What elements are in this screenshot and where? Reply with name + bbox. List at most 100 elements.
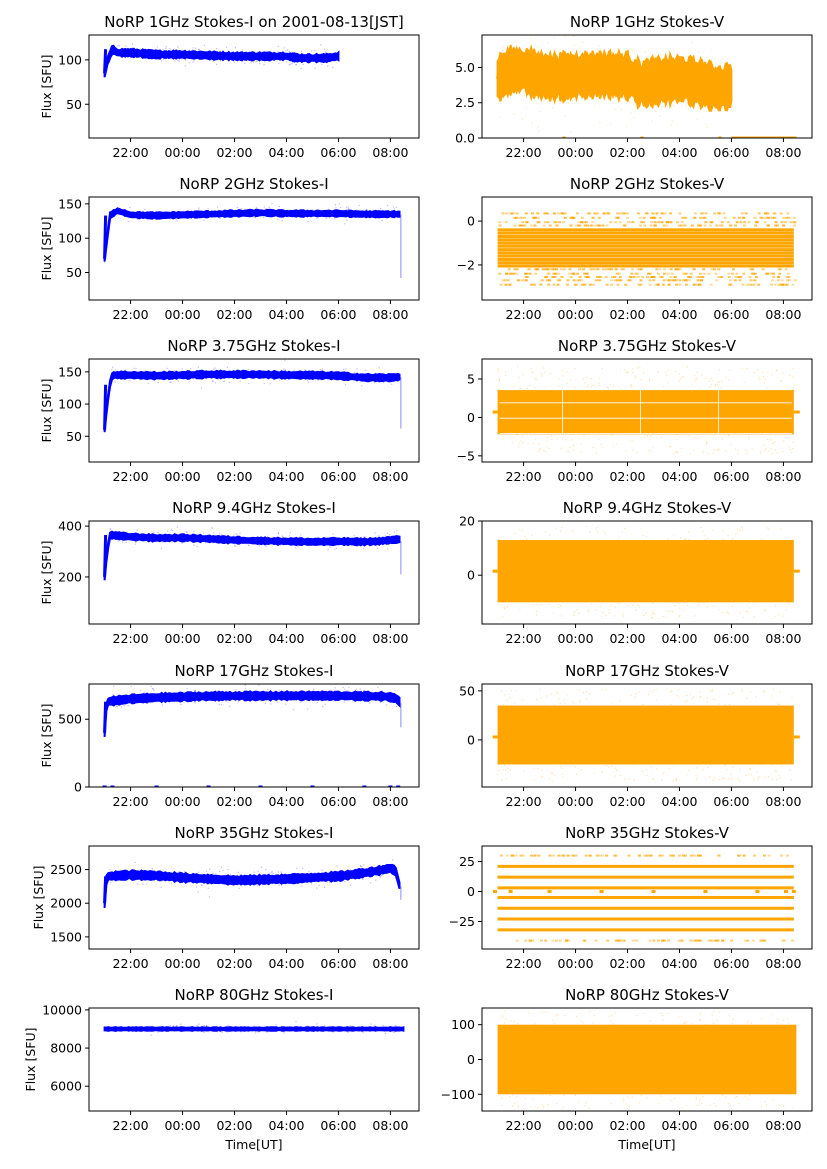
data-point — [746, 1022, 749, 1024]
y-tick-label: 0 — [467, 884, 475, 899]
data-point — [578, 1101, 580, 1104]
plot-area — [492, 688, 800, 782]
data-point — [727, 611, 729, 613]
data-point — [324, 1025, 326, 1027]
data-point — [601, 224, 605, 227]
y-tick-label: −5 — [457, 448, 475, 463]
data-point — [498, 769, 500, 772]
x-tick-label: 22:00 — [506, 1118, 542, 1133]
data-point — [572, 279, 576, 282]
data-point — [314, 67, 316, 70]
data-point — [746, 450, 748, 452]
data-point — [584, 1105, 586, 1107]
data-point — [560, 530, 562, 532]
series-start — [103, 384, 108, 430]
data-point — [608, 766, 610, 768]
x-tick-label: 22:00 — [506, 307, 542, 322]
data-point — [310, 883, 313, 885]
data-point — [774, 449, 777, 451]
data-point — [597, 224, 601, 227]
data-point — [610, 1102, 613, 1105]
data-point — [514, 216, 518, 219]
data-point — [741, 283, 745, 286]
data-point — [544, 450, 546, 452]
x-tick-label: 08:00 — [765, 307, 801, 322]
data-point — [652, 276, 656, 278]
x-tick-label: 06:00 — [713, 1118, 749, 1133]
data-point — [325, 217, 328, 220]
data-point — [242, 49, 244, 51]
data-point — [671, 279, 675, 282]
plot-area — [103, 526, 402, 581]
data-point — [687, 276, 691, 278]
data-point — [208, 896, 210, 898]
data-point — [359, 688, 361, 690]
data-point — [548, 448, 550, 450]
data-point — [696, 1104, 698, 1107]
data-point — [574, 854, 578, 857]
data-point — [524, 1098, 527, 1100]
data-point — [594, 104, 596, 107]
data-point — [684, 279, 688, 282]
data-point — [650, 216, 654, 219]
data-point — [671, 854, 675, 857]
data-point — [362, 1031, 364, 1033]
data-point — [608, 268, 612, 271]
data-point — [502, 769, 505, 771]
data-point — [692, 854, 696, 857]
data-point — [583, 272, 587, 275]
data-point — [646, 276, 649, 278]
data-point — [696, 854, 700, 857]
data-point — [255, 1032, 257, 1034]
data-point — [169, 1025, 171, 1027]
data-point — [742, 854, 746, 857]
y-tick-label: 5 — [467, 371, 475, 386]
data-point — [521, 699, 524, 702]
data-point — [548, 854, 552, 857]
data-point — [203, 219, 205, 221]
data-point — [676, 778, 678, 781]
data-point — [116, 706, 119, 708]
data-point — [654, 47, 656, 49]
data-point — [699, 1018, 701, 1021]
data-point — [516, 279, 520, 282]
data-point — [740, 688, 742, 691]
data-point — [524, 272, 528, 275]
data-point — [667, 283, 671, 286]
data-point — [164, 47, 167, 50]
data-point — [307, 62, 309, 65]
data-point — [196, 1024, 199, 1027]
data-point — [574, 611, 576, 613]
data-point — [667, 537, 669, 540]
data-point — [724, 450, 727, 452]
data-point — [356, 690, 359, 692]
data-point — [619, 212, 623, 215]
data-point — [580, 451, 583, 453]
data-point — [718, 1011, 720, 1013]
y-tick-label: 0 — [467, 1052, 475, 1067]
data-point — [692, 696, 695, 698]
x-tick-label: 04:00 — [268, 631, 304, 646]
data-point — [686, 700, 688, 702]
data-point — [678, 279, 682, 282]
data-point — [277, 45, 279, 48]
data-point — [277, 701, 279, 704]
data-point — [747, 1098, 749, 1101]
data-point — [583, 224, 587, 227]
y-tick-label: 10000 — [42, 1002, 82, 1017]
data-point — [562, 268, 566, 271]
data-point — [666, 610, 668, 612]
x-tick-label: 02:00 — [609, 307, 645, 322]
data-point — [697, 224, 701, 227]
zero-mark — [547, 890, 552, 894]
data-point — [374, 532, 376, 534]
data-point — [610, 605, 612, 607]
data-point — [746, 452, 748, 455]
data-point — [238, 887, 240, 890]
data-point — [503, 1022, 506, 1025]
data-point — [529, 224, 533, 227]
data-point — [741, 216, 745, 219]
x-tick-label: 06:00 — [320, 631, 356, 646]
data-point — [669, 221, 673, 224]
data-point — [614, 268, 618, 271]
